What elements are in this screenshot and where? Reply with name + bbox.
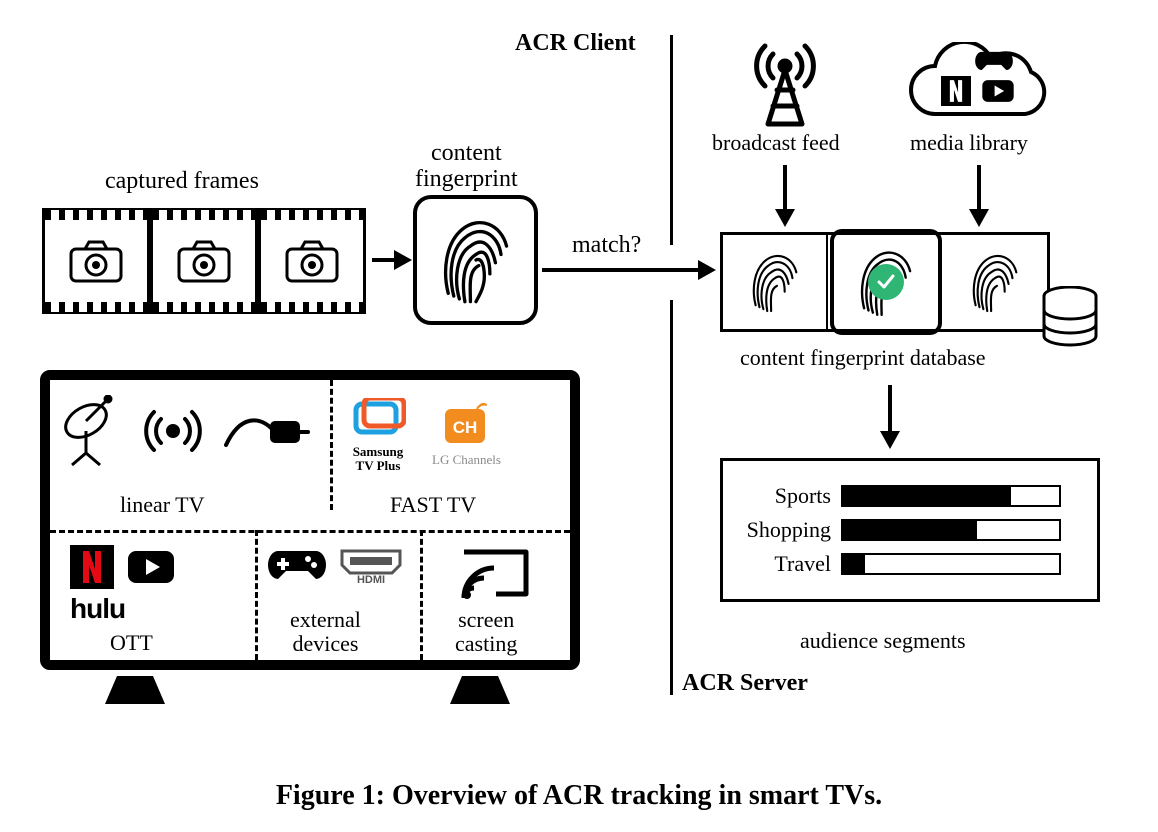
ott-label: OTT [110,630,153,656]
gamepad-icon [975,48,1013,74]
linear-tv-label: linear TV [120,492,205,518]
db-fp-cell-match [830,229,941,335]
acr-server-label: ACR Server [682,670,808,697]
svg-text:CH: CH [453,418,478,437]
youtube-icon [979,76,1017,106]
gamepad-icon [268,545,326,585]
coax-cable-icon [220,405,310,457]
segment-label: Shopping [741,517,841,543]
samsung-label: Samsung TV Plus [350,445,406,472]
match-label: match? [572,232,641,259]
fingerprint-icon [431,210,521,310]
hdmi-icon: HDMI [336,545,406,585]
diagram-root: ACR Client captured frames content finge… [0,0,1158,832]
tv-stand-left [105,676,165,704]
arrowhead-match [698,260,716,280]
arrow-media-to-db [977,165,981,213]
client-server-divider-bottom [670,300,673,695]
camera-icon [69,239,123,283]
broadcast-tower [740,38,830,133]
figure-caption: Figure 1: Overview of ACR tracking in sm… [0,780,1158,812]
arrowhead-db-to-seg [880,431,900,449]
segment-bar [841,485,1061,507]
tv-divider-v [330,380,333,510]
fast-tv-label: FAST TV [390,492,476,518]
segment-bar-fill [843,521,977,539]
film-frame [150,212,258,310]
camera-icon [177,239,231,283]
tv-stand-right [450,676,510,704]
svg-text:HDMI: HDMI [357,574,385,585]
netflix-icon [70,545,114,589]
segment-row: Shopping [741,517,1079,543]
arrow-broadcast-to-db [783,165,787,213]
client-server-divider-top [670,35,673,245]
database-cylinder [1040,286,1100,357]
segment-row: Travel [741,551,1079,577]
film-frame [258,212,366,310]
checkmark-icon [868,264,904,300]
smart-tv: linear TV Samsung TV Plus CH LG Channels… [40,370,580,670]
tv-divider-v2 [255,530,258,660]
linear-tv-icons [60,395,310,467]
broadcast-feed-label: broadcast feed [712,130,840,156]
segment-label: Sports [741,483,841,509]
ott-icons: hulu [70,545,176,625]
content-fp-label: content fingerprint [415,140,518,193]
hulu-label: hulu [70,593,176,625]
screen-cast-icons [460,548,530,607]
content-fingerprint-box [413,195,538,325]
arrowhead-media-to-db [969,209,989,227]
arrow-match [542,268,702,272]
cloud-media-icons [939,76,1017,106]
acr-client-label: ACR Client [515,30,636,57]
tv-divider-h [50,530,570,533]
segment-bar [841,553,1061,575]
captured-frames-label: captured frames [105,168,259,195]
db-fp-cell [723,235,828,329]
samsung-tvplus-icon [350,398,406,440]
fingerprint-icon [744,246,806,318]
segment-bar [841,519,1061,541]
audience-segments-box: Sports Shopping Travel [720,458,1100,602]
segment-label: Travel [741,551,841,577]
database-icon [1040,286,1100,352]
media-library-label: media library [910,130,1028,156]
lg-label: LG Channels [432,452,501,468]
segment-bar-fill [843,555,865,573]
media-library-cloud [895,42,1065,137]
cast-icon [460,548,530,602]
samsung-tvplus: Samsung TV Plus [350,398,406,472]
tv-divider-v3 [420,530,423,660]
arrowhead-frames-to-fp [394,250,412,270]
db-fp-cell [944,235,1047,329]
arrow-db-to-seg [888,385,892,435]
lg-channels-icon: CH [441,403,491,447]
fingerprint-icon [964,246,1026,318]
netflix-icon [939,76,973,106]
external-devices-label: external devices [290,608,361,656]
broadcast-tower-icon [740,38,830,128]
film-frame [42,212,150,310]
segment-row: Sports [741,483,1079,509]
segment-bar-fill [843,487,1011,505]
lg-channels: CH LG Channels [432,403,501,468]
satellite-dish-icon [60,395,126,467]
screen-cast-label: screen casting [455,608,517,656]
audience-segments-label: audience segments [800,628,966,654]
antenna-signal-icon [144,402,202,460]
filmstrip [42,208,366,314]
gamepad-small [975,48,1013,79]
arrowhead-broadcast-to-db [775,209,795,227]
fp-database-box [720,232,1050,332]
external-devices-icons: HDMI [268,545,406,585]
tv-grid: linear TV Samsung TV Plus CH LG Channels… [50,380,570,660]
fast-tv-icons: Samsung TV Plus CH LG Channels [350,398,501,472]
youtube-icon [126,545,176,589]
fp-database-label: content fingerprint database [740,345,986,371]
camera-icon [285,239,339,283]
